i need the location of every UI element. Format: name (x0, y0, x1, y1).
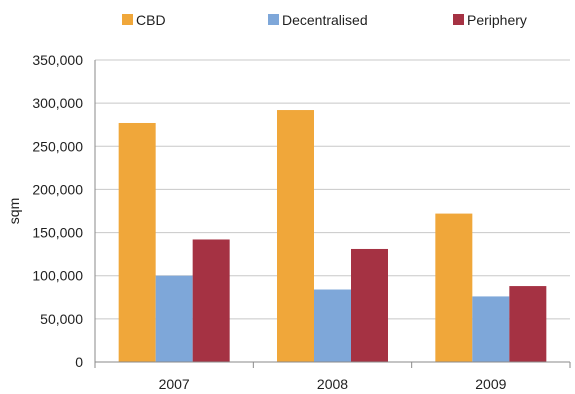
bar-cbd-2007 (118, 122, 156, 362)
x-category-label: 2008 (317, 376, 348, 392)
legend-swatch (122, 14, 133, 25)
legend-swatch (453, 14, 464, 25)
bar-decentralised-2008 (314, 289, 351, 362)
bar-cbd-2009 (435, 213, 473, 362)
y-axis-title: sqm (6, 198, 22, 224)
y-tick-label: 300,000 (32, 95, 83, 111)
legend-label: CBD (136, 12, 166, 28)
y-tick-label: 50,000 (40, 311, 83, 327)
x-axis (94, 60, 571, 368)
legend-swatch (268, 14, 279, 25)
y-tick-label: 350,000 (32, 52, 83, 68)
x-category-label: 2009 (475, 376, 506, 392)
bar-periphery-2008 (351, 248, 388, 362)
legend-label: Periphery (467, 12, 527, 28)
bar-cbd-2008 (277, 110, 314, 362)
bars-group (118, 110, 547, 362)
y-axis-ticks: 0 50,000 100,000 150,000 200,000 250,000 300,0… (32, 52, 83, 370)
y-tick-label: 150,000 (32, 225, 83, 241)
legend: CBD Decentralised Periphery (122, 12, 527, 28)
x-axis-labels: 2007 2008 2009 (159, 376, 507, 392)
bar-decentralised-2009 (472, 296, 510, 362)
bar-periphery-2007 (192, 239, 230, 362)
x-category-label: 2007 (159, 376, 190, 392)
y-tick-label: 0 (75, 354, 83, 370)
bar-decentralised-2007 (155, 275, 193, 362)
y-tick-label: 250,000 (32, 138, 83, 154)
y-tick-label: 100,000 (32, 268, 83, 284)
y-tick-label: 200,000 (32, 181, 83, 197)
legend-label: Decentralised (282, 12, 368, 28)
bar-periphery-2009 (509, 286, 547, 362)
